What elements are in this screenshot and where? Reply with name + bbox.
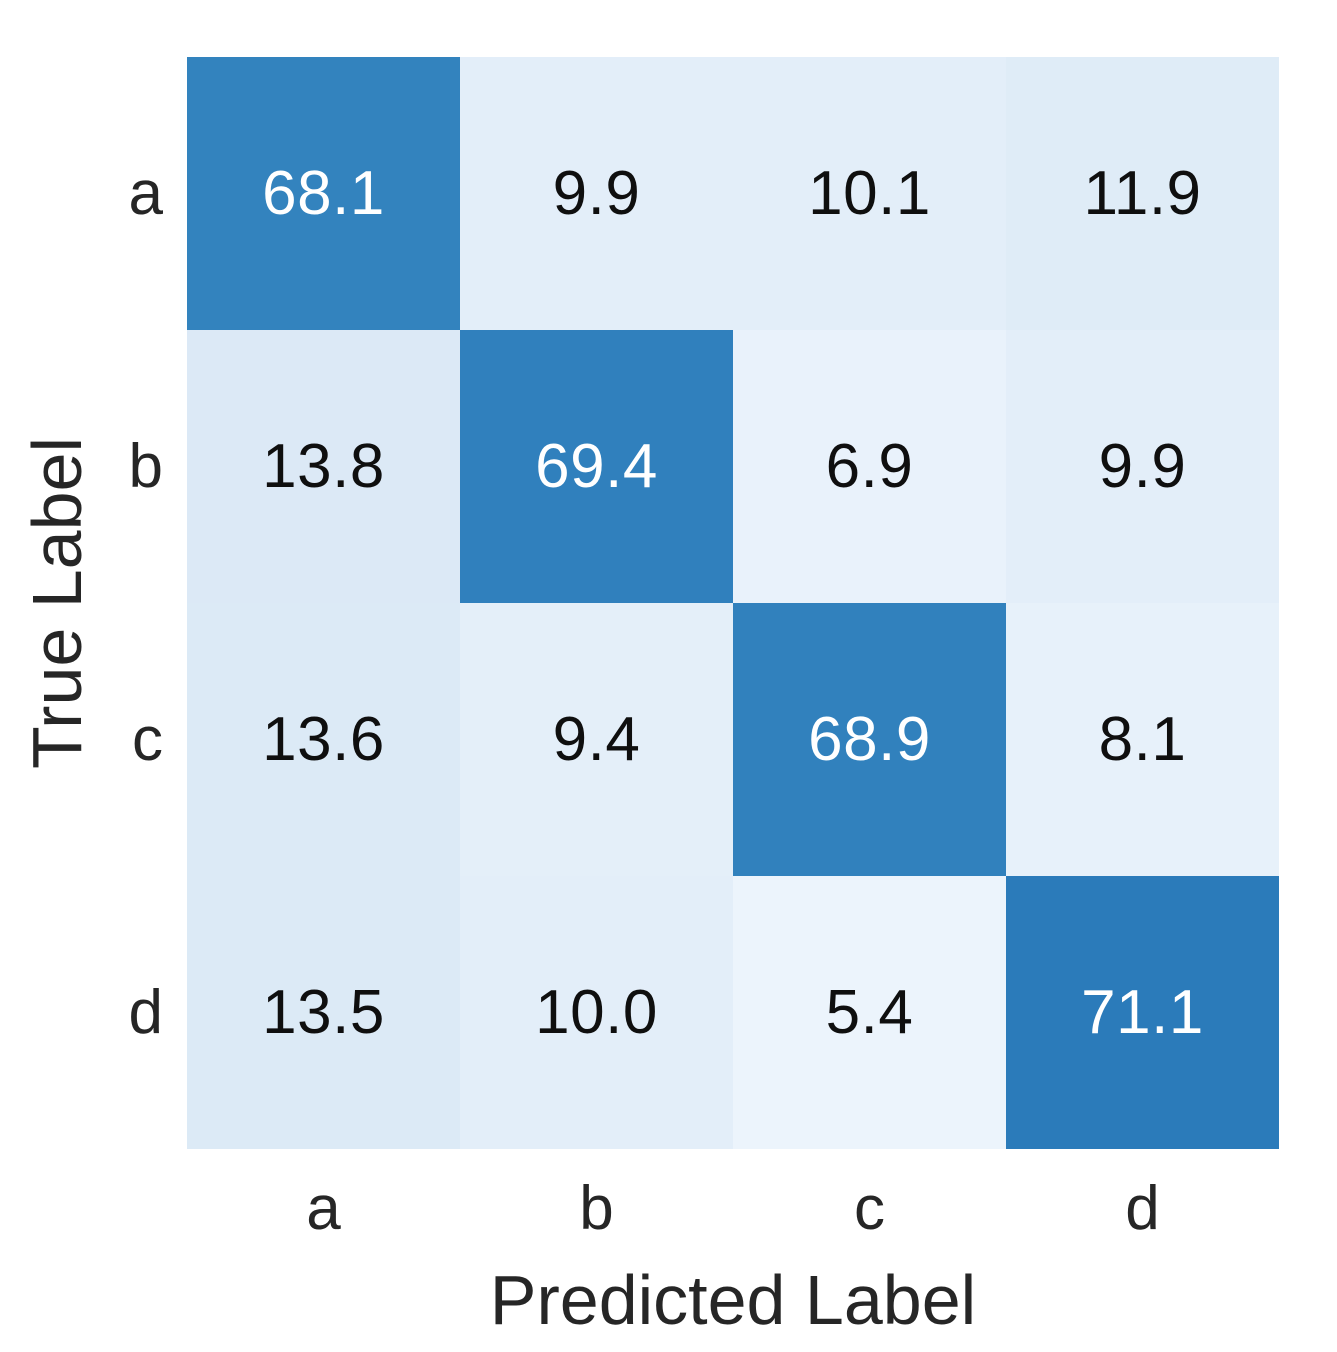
heatmap-grid: 68.1 9.9 10.1 11.9 13.8 69.4 6.9 9.9 13.6 9.4 68.9… xyxy=(187,57,1279,1149)
heatmap-cell-a-c: 10.1 xyxy=(733,57,1006,330)
x-tick-b: b xyxy=(579,1173,614,1243)
x-axis-label: Predicted Label xyxy=(489,1261,977,1339)
heatmap-cell-c-d: 8.1 xyxy=(1006,603,1279,876)
y-tick-b: b xyxy=(128,432,163,501)
x-tick-d: d xyxy=(1125,1173,1160,1243)
heatmap-cell-a-a: 68.1 xyxy=(187,57,460,330)
heatmap-cell-b-c: 6.9 xyxy=(733,330,1006,603)
heatmap-cell-a-b: 9.9 xyxy=(460,57,733,330)
y-tick-a: a xyxy=(128,159,163,228)
heatmap-cell-b-d: 9.9 xyxy=(1006,330,1279,603)
x-tick-a: a xyxy=(306,1173,341,1243)
y-tick-d: d xyxy=(128,978,163,1047)
heatmap-cell-a-d: 11.9 xyxy=(1006,57,1279,330)
y-tick-c: c xyxy=(132,705,163,774)
heatmap-cell-d-a: 13.5 xyxy=(187,876,460,1149)
x-tick-c: c xyxy=(854,1173,885,1243)
heatmap-cell-b-a: 13.8 xyxy=(187,330,460,603)
heatmap-cell-d-d: 71.1 xyxy=(1006,876,1279,1149)
heatmap-cell-b-b: 69.4 xyxy=(460,330,733,603)
x-tick-labels: a b c d xyxy=(187,1149,1279,1267)
heatmap-cell-c-a: 13.6 xyxy=(187,603,460,876)
heatmap-cell-d-b: 10.0 xyxy=(460,876,733,1149)
heatmap-cell-c-b: 9.4 xyxy=(460,603,733,876)
heatmap-cell-c-c: 68.9 xyxy=(733,603,1006,876)
y-tick-labels: a b c d xyxy=(0,57,163,1149)
heatmap-cell-d-c: 5.4 xyxy=(733,876,1006,1149)
